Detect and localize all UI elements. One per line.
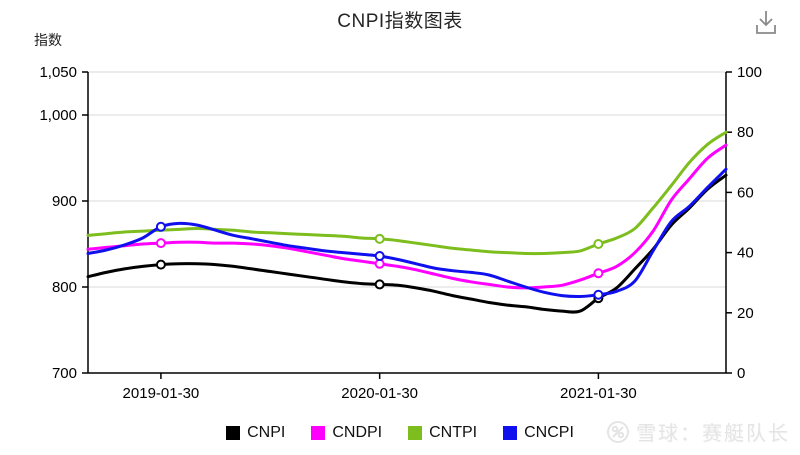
legend-label: CNDPI	[332, 424, 383, 441]
watermark: 雪球：赛艇队长	[606, 417, 790, 446]
download-button[interactable]	[752, 8, 780, 38]
series-line-cnpi	[86, 173, 728, 314]
watermark-text: 雪球：赛艇队长	[636, 423, 790, 445]
y-tick-label-right: 20	[737, 305, 754, 322]
y-tick-label-right: 40	[737, 245, 754, 262]
x-tick-label: 2019-01-30	[123, 385, 200, 402]
legend-label: CNCPI	[524, 424, 574, 441]
legend-label: CNTPI	[429, 424, 478, 441]
chart-title: CNPI指数图表	[337, 11, 463, 32]
y-tick-label-right: 0	[737, 365, 745, 382]
series-line-cndpi	[86, 143, 728, 290]
y-tick-label-right: 80	[737, 124, 754, 141]
y-tick-label-left: 1,000	[39, 107, 77, 124]
series-marker-cndpi	[593, 268, 604, 279]
y-axis-unit-label: 指数	[34, 32, 62, 48]
y-tick-label-right: 100	[737, 64, 762, 81]
series-marker-cncpi	[155, 221, 166, 232]
xueqiu-logo-icon	[607, 420, 629, 443]
y-tick-label-left: 900	[52, 193, 77, 210]
series-marker-cncpi	[374, 251, 385, 262]
chart-legend: CNPI CNDPI CNTPI CNCPI	[0, 421, 800, 445]
legend-swatch-icon	[503, 426, 518, 440]
y-tick-label-left: 700	[52, 365, 77, 382]
legend-item-cnpi[interactable]: CNPI	[226, 424, 285, 442]
legend-item-cndpi[interactable]: CNDPI	[311, 424, 382, 442]
legend-label: CNPI	[247, 424, 286, 441]
series-line-cntpi	[86, 130, 728, 256]
series-line-cncpi	[86, 167, 728, 299]
y-tick-label-left: 800	[52, 279, 77, 296]
x-tick-label: 2021-01-30	[560, 385, 637, 402]
series-marker-cndpi	[155, 238, 166, 249]
legend-item-cntpi[interactable]: CNTPI	[408, 424, 477, 442]
legend-swatch-icon	[408, 426, 423, 440]
y-tick-label-right: 60	[737, 184, 754, 201]
legend-swatch-icon	[226, 426, 241, 440]
series-marker-cncpi	[593, 289, 604, 300]
x-tick-label: 2020-01-30	[341, 385, 418, 402]
series-marker-cnpi	[374, 279, 385, 290]
series-marker-cntpi	[593, 239, 604, 249]
series-marker-cntpi	[374, 233, 385, 244]
legend-swatch-icon	[311, 426, 326, 440]
download-icon	[756, 11, 776, 34]
y-tick-label-left: 1,050	[39, 64, 77, 81]
legend-item-cncpi[interactable]: CNCPI	[503, 424, 574, 442]
series-marker-cnpi	[155, 259, 166, 270]
